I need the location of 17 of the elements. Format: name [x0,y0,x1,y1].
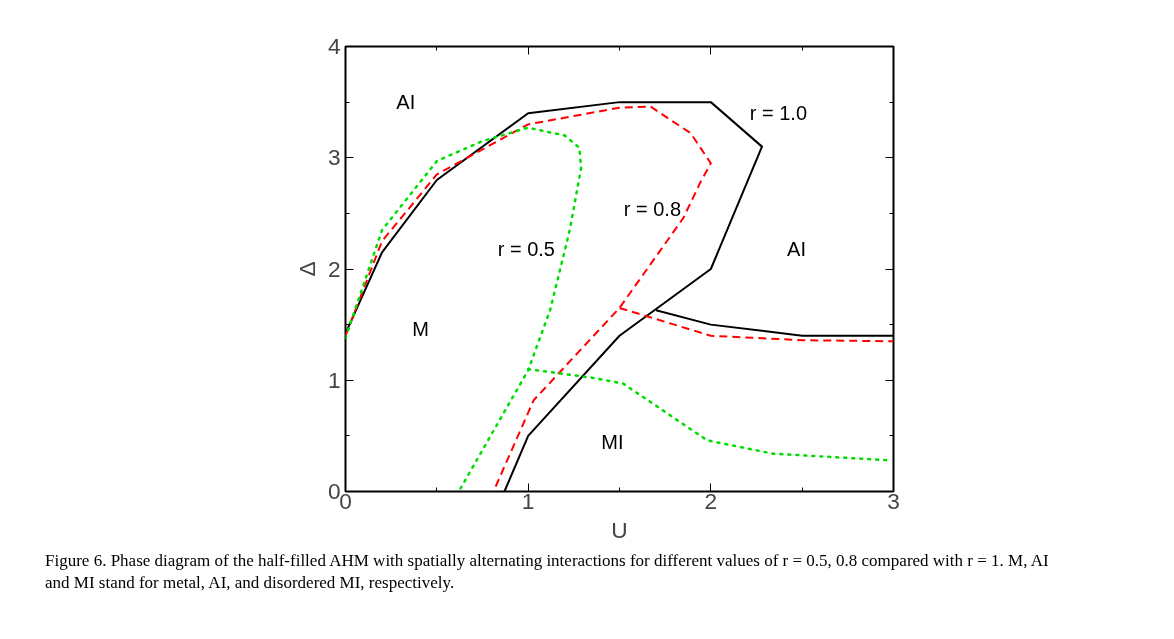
annotation: AI [396,91,416,114]
x-tick-label: 2 [704,487,718,514]
x-tick-label: 1 [521,487,535,514]
series-label: r = 1.0 [749,102,808,125]
caption: Figure 6. Phase diagram of the half-filled AHM with spatially alternating interactions for different values of r = 0.5, 0.8 compared with r = 1. M, AI and MI stand for metal, AI, and disordered MI, respectively. [45,550,1050,595]
series-label: r = 0.8 [623,197,682,220]
y-tick-label: 1 [327,366,341,393]
y-tick-label: 4 [327,33,341,59]
x-axis-title: U [611,516,628,543]
annotation: M [412,318,429,341]
x-tick-label: 3 [887,487,900,514]
y-axis-title: Δ [293,261,320,277]
y-tick-label: 3 [327,144,341,171]
y-tick-label: 2 [327,255,341,282]
annotation: AI [787,237,806,260]
series-label: r = 0.5 [497,237,555,260]
annotation: MI [601,430,624,453]
